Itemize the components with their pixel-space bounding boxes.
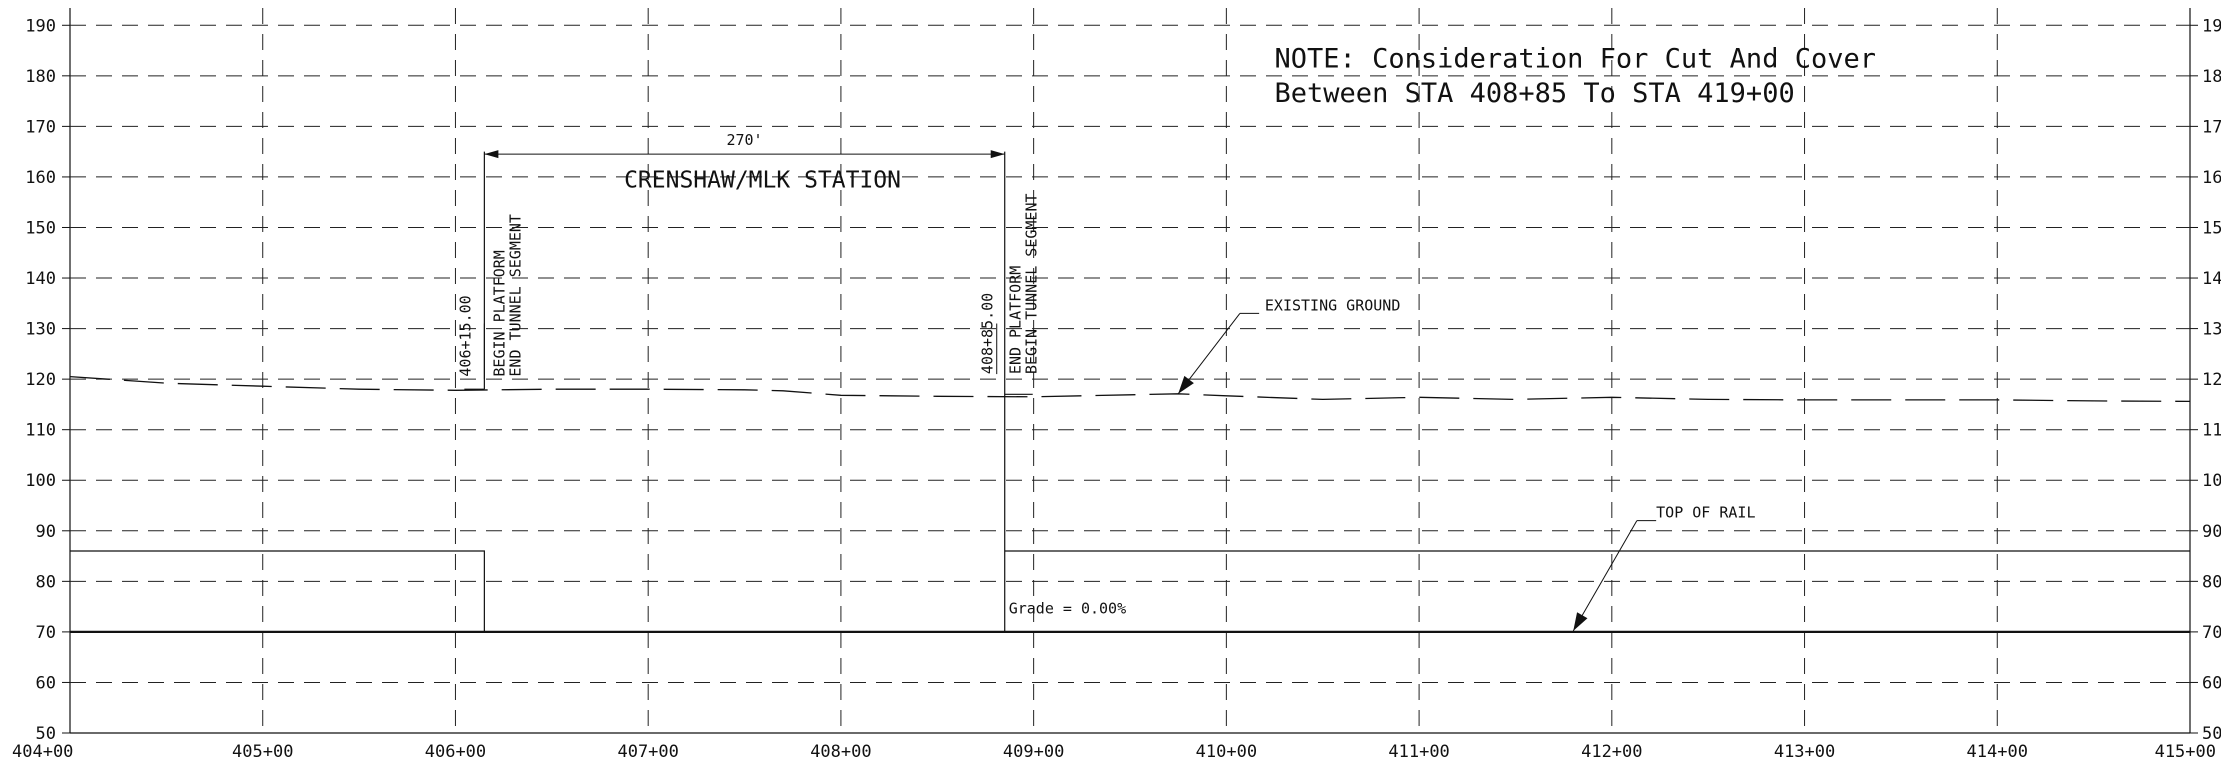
y-tick-label: 160	[25, 168, 56, 188]
y-tick-label: 170	[25, 117, 56, 137]
begin-platform-label: BEGIN PLATFORM	[490, 250, 508, 376]
x-tick-label: 414+00	[1967, 742, 2028, 760]
end-platform-label: END PLATFORM	[1007, 266, 1025, 374]
y-tick-label: 120	[25, 370, 56, 390]
y-tick-label: 190	[2202, 16, 2221, 36]
end-tunnel-label: END TUNNEL SEGMENT	[506, 214, 524, 377]
y-tick-label: 60	[2202, 673, 2221, 693]
x-tick-label: 409+00	[1003, 742, 1064, 760]
y-tick-label: 150	[2202, 218, 2221, 238]
platform-length-label: 270'	[726, 131, 762, 149]
y-tick-label: 180	[2202, 67, 2221, 87]
dimension-arrow-right	[990, 150, 1005, 159]
x-tick-label: 412+00	[1581, 742, 1642, 760]
grid	[69, 8, 2191, 734]
x-tick-label: 408+00	[810, 742, 871, 760]
top-of-rail-leader-arrowhead	[1573, 612, 1588, 631]
y-tick-label: 180	[25, 67, 56, 87]
y-tick-label: 110	[2202, 421, 2221, 441]
y-tick-label: 70	[2202, 623, 2221, 643]
top-of-rail-label: TOP OF RAIL	[1656, 504, 1755, 522]
y-tick-label: 170	[2202, 117, 2221, 137]
y-tick-label: 140	[25, 269, 56, 289]
y-tick-label: 120	[2202, 370, 2221, 390]
x-tick-label: 404+00	[12, 742, 73, 760]
x-tick-label: 407+00	[617, 742, 678, 760]
dimension-arrow-left	[484, 150, 499, 159]
begin-tunnel-label: BEGIN TUNNEL SEGMENT	[1023, 193, 1041, 374]
end-station-label: 408+85.00	[979, 293, 997, 374]
x-tick-label: 405+00	[232, 742, 293, 760]
y-tick-label: 130	[2202, 320, 2221, 340]
top-of-rail-leader-line	[1572, 520, 1638, 632]
y-tick-label: 70	[36, 623, 56, 643]
y-tick-label: 100	[25, 471, 56, 491]
y-tick-label: 80	[36, 572, 56, 592]
note-line-2: Between STA 408+85 To STA 419+00	[1275, 78, 1795, 109]
profile-series	[69, 312, 2191, 634]
existing-ground-line	[69, 375, 2191, 403]
note-line-1: NOTE: Consideration For Cut And Cover	[1275, 44, 1876, 75]
y-tick-label: 100	[2202, 471, 2221, 491]
axis-ticks: 50 50 60 60 70 70 80 80 90 90 100 100 110 110 120 120 13…	[12, 16, 2221, 760]
grade-label: Grade = 0.00%	[1009, 600, 1126, 618]
y-tick-label: 90	[2202, 522, 2221, 542]
y-tick-label: 80	[2202, 572, 2221, 592]
y-tick-label: 190	[25, 16, 56, 36]
existing-ground-label: EXISTING GROUND	[1265, 296, 1400, 314]
begin-station-label: 406+15.00	[456, 295, 474, 376]
y-tick-label: 50	[2202, 724, 2221, 744]
x-tick-label: 415+00	[2155, 742, 2216, 760]
y-tick-label: 50	[36, 724, 56, 744]
y-tick-label: 140	[2202, 269, 2221, 289]
y-tick-label: 60	[36, 673, 56, 693]
station-structure	[70, 150, 2190, 632]
y-tick-label: 90	[36, 522, 56, 542]
y-tick-label: 130	[25, 320, 56, 340]
x-tick-label: 406+00	[425, 742, 486, 760]
existing-ground-leader-arrowhead	[1178, 375, 1194, 394]
y-tick-label: 110	[25, 421, 56, 441]
y-tick-label: 160	[2202, 168, 2221, 188]
tunnel-box-left	[70, 550, 485, 632]
x-tick-label: 410+00	[1196, 742, 1257, 760]
x-tick-label: 413+00	[1774, 742, 1835, 760]
station-name: CRENSHAW/MLK STATION	[624, 167, 901, 193]
x-tick-label: 411+00	[1388, 742, 1449, 760]
y-tick-label: 150	[25, 218, 56, 238]
